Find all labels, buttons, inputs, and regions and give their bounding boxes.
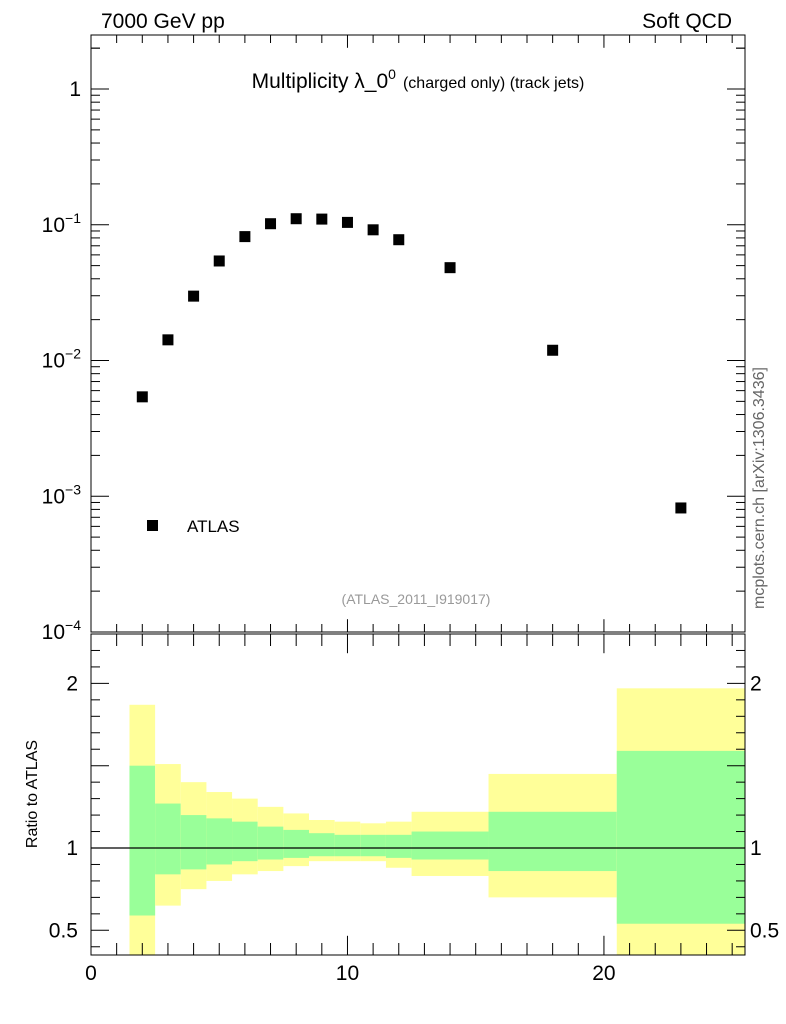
data-point bbox=[393, 234, 405, 246]
x-tick-label: 10 bbox=[336, 962, 359, 985]
data-point bbox=[341, 216, 353, 228]
data-point bbox=[265, 218, 277, 230]
y-tick-label: 10−2 bbox=[42, 346, 82, 373]
y-tick-label-base: 10 bbox=[42, 621, 65, 644]
main-panel: 110−110−210−310−4 Multiplicity λ_00(char… bbox=[42, 34, 746, 644]
header-left: 7000 GeV pp bbox=[101, 10, 225, 33]
inner-band-bin bbox=[257, 826, 284, 860]
y-tick-label-base: 10 bbox=[42, 485, 65, 508]
ratio-panel: 0.5 0.5 1 1 2 2 0 10 20 Ratio to ATLAS bbox=[24, 633, 779, 985]
y-tick-label-exponent: −2 bbox=[65, 346, 81, 362]
data-point bbox=[367, 224, 379, 236]
ratio-axis-ticks bbox=[90, 634, 745, 955]
y-tick-label-base: 10 bbox=[42, 350, 65, 373]
y-tick-label-exponent: −1 bbox=[65, 210, 81, 226]
y-tick-label-exponent: −3 bbox=[65, 481, 81, 497]
analysis-reference: (ATLAS_2011_I919017) bbox=[342, 591, 491, 607]
chart-title-superscript: 0 bbox=[388, 66, 396, 82]
ratio-y-axis-label: Ratio to ATLAS bbox=[24, 740, 41, 848]
chart-title: Multiplicity λ_00 (charged only) (track j… bbox=[252, 66, 585, 93]
y-tick-label: 10−3 bbox=[42, 481, 82, 508]
legend-marker bbox=[147, 520, 158, 531]
data-point bbox=[136, 391, 148, 403]
main-marks bbox=[136, 213, 687, 514]
ratio-y-tick-label-left: 0.5 bbox=[49, 919, 78, 942]
ratio-y-tick-label-left: 1 bbox=[66, 837, 78, 860]
y-tick-label-base: 10 bbox=[42, 214, 65, 237]
y-tick-label: 10−1 bbox=[42, 210, 82, 237]
main-y-tick-labels: 110−110−210−310−4 bbox=[42, 78, 82, 644]
y-tick-label: 1 bbox=[69, 78, 81, 101]
data-point bbox=[316, 213, 328, 225]
y-tick-label-base: 1 bbox=[69, 78, 81, 101]
main-frame bbox=[90, 34, 746, 633]
data-point bbox=[162, 334, 174, 346]
data-point bbox=[547, 344, 559, 356]
y-tick-label-exponent: −4 bbox=[65, 617, 81, 633]
ratio-y-tick-labels: 0.5 0.5 1 1 2 2 bbox=[49, 672, 779, 942]
inner-band-bin bbox=[129, 765, 156, 916]
inner-band-bin bbox=[411, 831, 489, 860]
inner-band-bin bbox=[309, 833, 335, 857]
header-right: Soft QCD bbox=[642, 10, 732, 33]
x-tick-label: 20 bbox=[592, 962, 615, 985]
ratio-y-tick-label-right: 0.5 bbox=[750, 919, 779, 942]
ratio-y-tick-label-right: 2 bbox=[750, 672, 762, 695]
data-point bbox=[239, 231, 251, 243]
data-point bbox=[188, 290, 200, 302]
y-tick-label: 10−4 bbox=[42, 617, 82, 644]
inner-band-bin bbox=[360, 834, 386, 857]
data-point bbox=[290, 213, 302, 225]
chart-title-main: Multiplicity λ_0 bbox=[252, 70, 389, 93]
inner-band-bin bbox=[232, 821, 258, 862]
inner-band-bin bbox=[155, 803, 181, 875]
ratio-y-tick-label-left: 2 bbox=[66, 672, 78, 695]
data-point bbox=[444, 262, 456, 274]
legend-label: ATLAS bbox=[187, 517, 240, 536]
inner-band-bin bbox=[385, 834, 412, 858]
ratio-frame bbox=[90, 633, 746, 956]
chart-title-qualifier: (charged only) (track jets) bbox=[403, 75, 584, 92]
inner-band-bin bbox=[334, 834, 361, 857]
main-axis-ticks bbox=[90, 35, 745, 633]
x-tick-label: 0 bbox=[85, 962, 97, 985]
ratio-bands bbox=[129, 688, 745, 955]
data-point bbox=[213, 255, 225, 267]
inner-band-bin bbox=[616, 750, 745, 924]
inner-band-bin bbox=[180, 815, 207, 870]
data-point bbox=[675, 502, 687, 514]
ratio-y-tick-label-right: 1 bbox=[750, 837, 762, 860]
inner-band-bin bbox=[488, 811, 617, 872]
inner-band-bin bbox=[206, 818, 233, 865]
ratio-x-tick-labels: 0 10 20 bbox=[85, 962, 615, 985]
inner-band-bin bbox=[283, 829, 309, 858]
side-label: mcplots.cern.ch [arXiv:1306.3436] bbox=[751, 367, 768, 609]
